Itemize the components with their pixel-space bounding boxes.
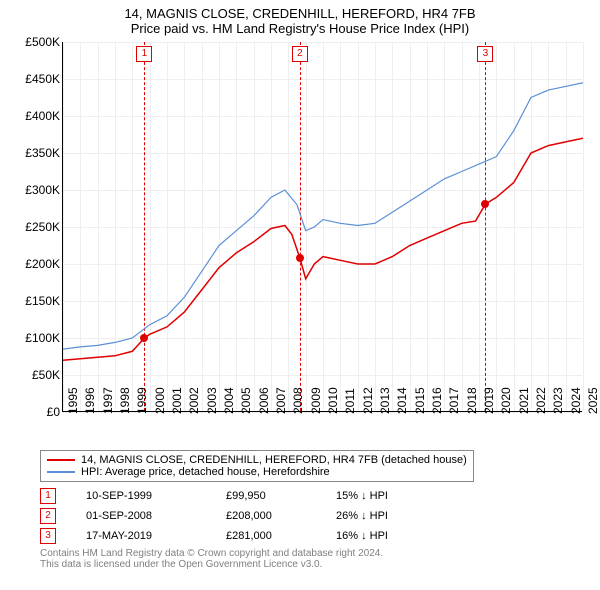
event-delta: 16% ↓ HPI [336, 530, 426, 542]
y-tick-label: £400K [25, 109, 60, 123]
x-axis: 1995199619971998199920002001200220032004… [62, 412, 582, 448]
event-num-box: 1 [40, 488, 56, 504]
event-date: 10-SEP-1999 [86, 490, 196, 502]
y-tick-label: £0 [47, 405, 60, 419]
chart-container: 14, MAGNIS CLOSE, CREDENHILL, HEREFORD, … [0, 0, 600, 574]
y-tick-label: £350K [25, 146, 60, 160]
chart-subtitle: Price paid vs. HM Land Registry's House … [10, 21, 590, 36]
line-series-svg [63, 42, 583, 412]
event-delta: 26% ↓ HPI [336, 510, 426, 522]
plot-area: 1 2 3 [62, 42, 582, 412]
x-tick-label: 2025 [586, 387, 600, 414]
legend-label: 14, MAGNIS CLOSE, CREDENHILL, HEREFORD, … [81, 454, 467, 466]
event-marker-box: 3 [477, 46, 493, 62]
legend-area: 14, MAGNIS CLOSE, CREDENHILL, HEREFORD, … [40, 450, 590, 544]
y-tick-label: £100K [25, 331, 60, 345]
footer: Contains HM Land Registry data © Crown c… [40, 548, 590, 570]
y-axis: £0£50K£100K£150K£200K£250K£300K£350K£400… [10, 42, 62, 412]
event-date: 17-MAY-2019 [86, 530, 196, 542]
y-tick-label: £50K [32, 368, 60, 382]
series-line-price_paid [63, 138, 583, 360]
legend-row: HPI: Average price, detached house, Here… [47, 466, 467, 478]
event-marker-box: 1 [136, 46, 152, 62]
event-dot [296, 254, 304, 262]
events-table: 1 10-SEP-1999 £99,950 15% ↓ HPI 2 01-SEP-2008… [40, 488, 590, 544]
event-price: £208,000 [226, 510, 306, 522]
chart-title: 14, MAGNIS CLOSE, CREDENHILL, HEREFORD, … [10, 6, 590, 21]
y-tick-label: £450K [25, 72, 60, 86]
y-tick-label: £500K [25, 35, 60, 49]
event-marker-box: 2 [292, 46, 308, 62]
chart-area: £0£50K£100K£150K£200K£250K£300K£350K£400… [10, 42, 590, 412]
series-line-hpi [63, 83, 583, 349]
event-dot [481, 200, 489, 208]
event-row: 2 01-SEP-2008 £208,000 26% ↓ HPI [40, 508, 590, 524]
y-tick-label: £200K [25, 257, 60, 271]
event-num-box: 2 [40, 508, 56, 524]
legend-label: HPI: Average price, detached house, Here… [81, 466, 330, 478]
event-row: 1 10-SEP-1999 £99,950 15% ↓ HPI [40, 488, 590, 504]
legend-box: 14, MAGNIS CLOSE, CREDENHILL, HEREFORD, … [40, 450, 474, 482]
legend-swatch [47, 459, 75, 461]
y-tick-label: £250K [25, 220, 60, 234]
event-price: £281,000 [226, 530, 306, 542]
event-price: £99,950 [226, 490, 306, 502]
legend-swatch [47, 471, 75, 473]
event-row: 3 17-MAY-2019 £281,000 16% ↓ HPI [40, 528, 590, 544]
event-dot [140, 334, 148, 342]
legend-row: 14, MAGNIS CLOSE, CREDENHILL, HEREFORD, … [47, 454, 467, 466]
event-num-box: 3 [40, 528, 56, 544]
footer-line-1: Contains HM Land Registry data © Crown c… [40, 548, 590, 559]
y-tick-label: £150K [25, 294, 60, 308]
event-delta: 15% ↓ HPI [336, 490, 426, 502]
footer-line-2: This data is licensed under the Open Gov… [40, 559, 590, 570]
event-date: 01-SEP-2008 [86, 510, 196, 522]
y-tick-label: £300K [25, 183, 60, 197]
